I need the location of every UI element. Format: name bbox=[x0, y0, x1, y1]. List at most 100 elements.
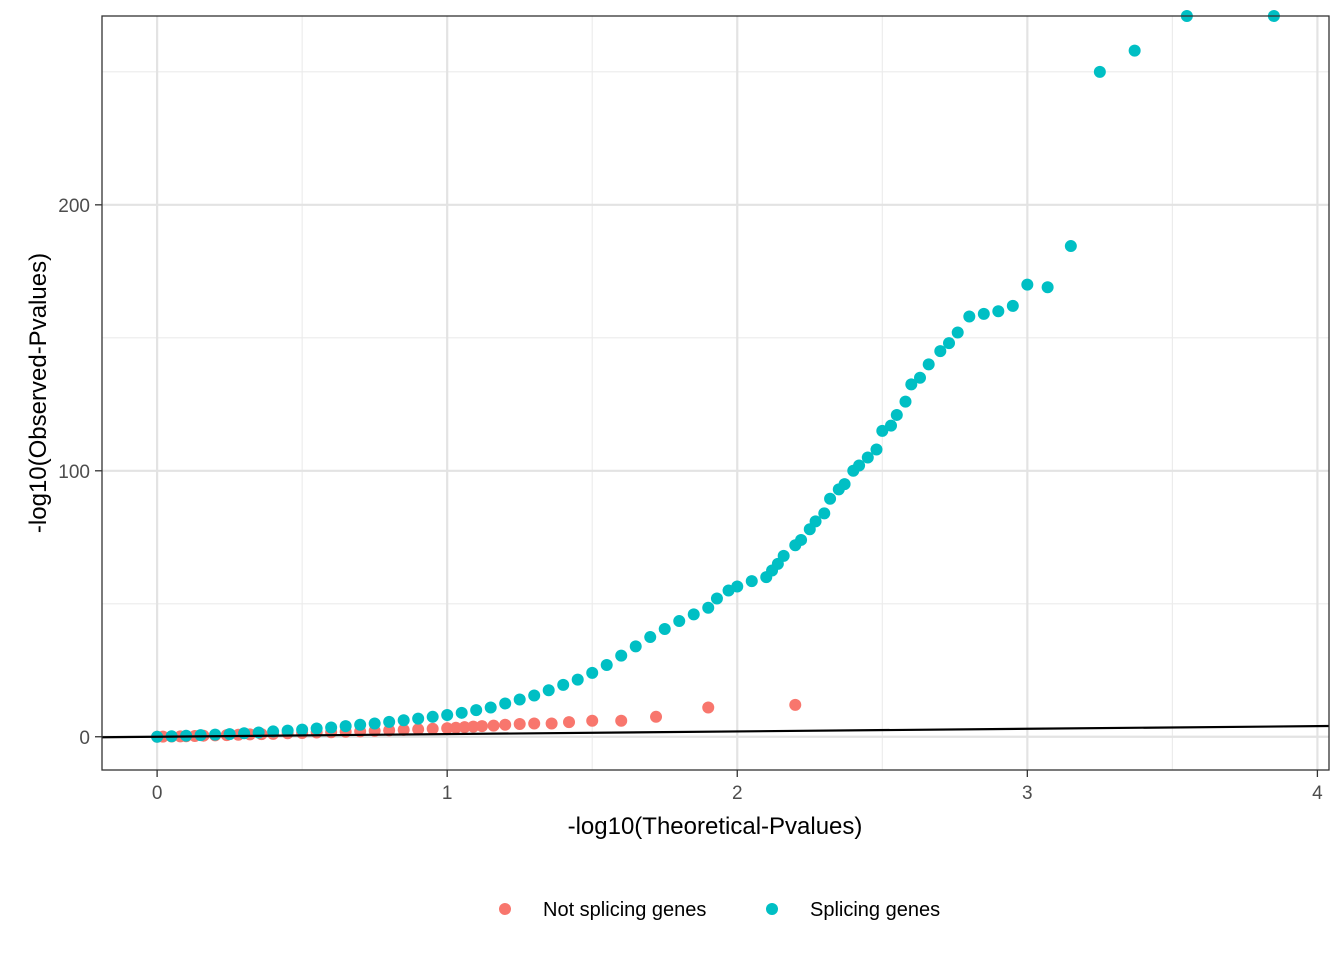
point-splicing-genes bbox=[1128, 44, 1141, 57]
point-splicing-genes bbox=[339, 720, 352, 733]
point-splicing-genes bbox=[795, 533, 808, 546]
point-splicing-genes bbox=[513, 693, 526, 706]
point-splicing-genes bbox=[354, 718, 367, 731]
point-splicing-genes bbox=[838, 478, 851, 491]
x-tick-label: 4 bbox=[1312, 783, 1323, 804]
point-splicing-genes bbox=[528, 689, 541, 702]
x-tick-label: 2 bbox=[732, 783, 743, 804]
point-splicing-genes bbox=[281, 724, 294, 737]
point-not-splicing-genes bbox=[397, 723, 410, 736]
point-splicing-genes bbox=[914, 371, 926, 384]
point-not-splicing-genes bbox=[545, 717, 558, 730]
point-splicing-genes bbox=[644, 631, 657, 644]
point-splicing-genes bbox=[658, 623, 671, 636]
point-splicing-genes bbox=[441, 708, 454, 721]
point-splicing-genes bbox=[890, 408, 903, 421]
point-splicing-genes bbox=[267, 725, 280, 738]
point-splicing-genes bbox=[876, 424, 889, 437]
point-splicing-genes bbox=[702, 601, 715, 614]
x-axis: 0 1 2 3 4 bbox=[152, 770, 1323, 804]
point-splicing-genes bbox=[629, 640, 642, 653]
point-splicing-genes bbox=[499, 697, 512, 710]
point-not-splicing-genes bbox=[702, 701, 715, 714]
y-tick-label: 0 bbox=[79, 728, 90, 749]
y-axis: 0 100 200 bbox=[58, 196, 102, 749]
legend-label-not-splicing-genes: Not splicing genes bbox=[543, 899, 706, 921]
point-splicing-genes bbox=[223, 728, 236, 741]
point-not-splicing-genes bbox=[441, 722, 454, 735]
point-splicing-genes bbox=[951, 326, 964, 339]
x-tick-label: 1 bbox=[442, 783, 453, 804]
point-splicing-genes bbox=[586, 666, 599, 679]
point-splicing-genes bbox=[992, 305, 1005, 318]
legend-key-not-splicing-genes bbox=[499, 903, 511, 915]
point-splicing-genes bbox=[710, 592, 723, 605]
point-not-splicing-genes bbox=[467, 720, 480, 733]
point-splicing-genes bbox=[600, 658, 613, 671]
point-not-splicing-genes bbox=[487, 719, 500, 732]
point-not-splicing-genes bbox=[426, 722, 439, 735]
legend: Not splicing genes Splicing genes bbox=[499, 899, 940, 921]
point-splicing-genes bbox=[542, 684, 555, 697]
point-not-splicing-genes bbox=[458, 721, 471, 734]
plot-panel-background bbox=[102, 16, 1329, 770]
point-splicing-genes bbox=[745, 575, 758, 588]
point-splicing-genes bbox=[934, 345, 947, 358]
point-splicing-genes bbox=[824, 492, 837, 505]
point-not-splicing-genes bbox=[383, 724, 396, 737]
x-tick-label: 3 bbox=[1022, 783, 1033, 804]
major-gridlines bbox=[102, 16, 1329, 770]
point-splicing-genes bbox=[687, 608, 700, 621]
point-splicing-genes bbox=[615, 649, 628, 662]
point-splicing-genes bbox=[943, 337, 956, 350]
legend-key-splicing-genes bbox=[766, 903, 778, 915]
legend-label-splicing-genes: Splicing genes bbox=[810, 899, 940, 921]
point-splicing-genes bbox=[455, 706, 468, 719]
point-splicing-genes bbox=[194, 729, 207, 742]
point-splicing-genes bbox=[777, 549, 790, 562]
x-tick-label: 0 bbox=[152, 783, 163, 804]
point-splicing-genes bbox=[809, 515, 822, 528]
point-splicing-genes bbox=[963, 310, 976, 323]
y-axis-title: -log10(Observed-Pvalues) bbox=[25, 253, 52, 533]
point-not-splicing-genes bbox=[449, 721, 462, 734]
point-splicing-genes bbox=[1021, 278, 1034, 291]
point-splicing-genes bbox=[1093, 65, 1106, 78]
point-splicing-genes bbox=[209, 728, 222, 741]
x-axis-title: -log10(Theoretical-Pvalues) bbox=[568, 813, 863, 840]
point-not-splicing-genes bbox=[563, 716, 576, 729]
point-splicing-genes bbox=[1006, 299, 1019, 312]
point-splicing-genes bbox=[853, 459, 866, 472]
y-tick-label: 100 bbox=[58, 462, 90, 483]
point-splicing-genes bbox=[426, 710, 439, 723]
point-splicing-genes bbox=[1041, 281, 1054, 294]
point-splicing-genes bbox=[383, 715, 396, 728]
plot-panel-border bbox=[101, 15, 1330, 771]
point-splicing-genes bbox=[905, 378, 918, 391]
point-splicing-genes bbox=[325, 721, 338, 734]
point-splicing-genes bbox=[899, 395, 912, 408]
point-splicing-genes bbox=[557, 678, 570, 691]
point-splicing-genes bbox=[571, 673, 584, 686]
point-splicing-genes bbox=[731, 580, 744, 593]
point-splicing-genes bbox=[484, 701, 497, 714]
point-not-splicing-genes bbox=[475, 720, 488, 733]
point-not-splicing-genes bbox=[615, 714, 628, 727]
point-splicing-genes bbox=[673, 615, 686, 628]
point-not-splicing-genes bbox=[789, 698, 802, 711]
point-splicing-genes bbox=[818, 507, 831, 520]
point-splicing-genes bbox=[368, 717, 381, 730]
y-tick-label: 200 bbox=[58, 196, 90, 217]
point-splicing-genes bbox=[412, 712, 425, 725]
point-not-splicing-genes bbox=[528, 717, 541, 730]
point-splicing-genes bbox=[922, 358, 935, 371]
data-points bbox=[151, 10, 1280, 743]
point-splicing-genes bbox=[238, 727, 251, 740]
point-splicing-genes bbox=[884, 419, 897, 432]
point-not-splicing-genes bbox=[650, 710, 663, 723]
point-splicing-genes bbox=[310, 722, 323, 735]
point-splicing-genes bbox=[470, 704, 483, 717]
point-splicing-genes bbox=[1064, 240, 1077, 253]
point-splicing-genes bbox=[861, 451, 874, 464]
